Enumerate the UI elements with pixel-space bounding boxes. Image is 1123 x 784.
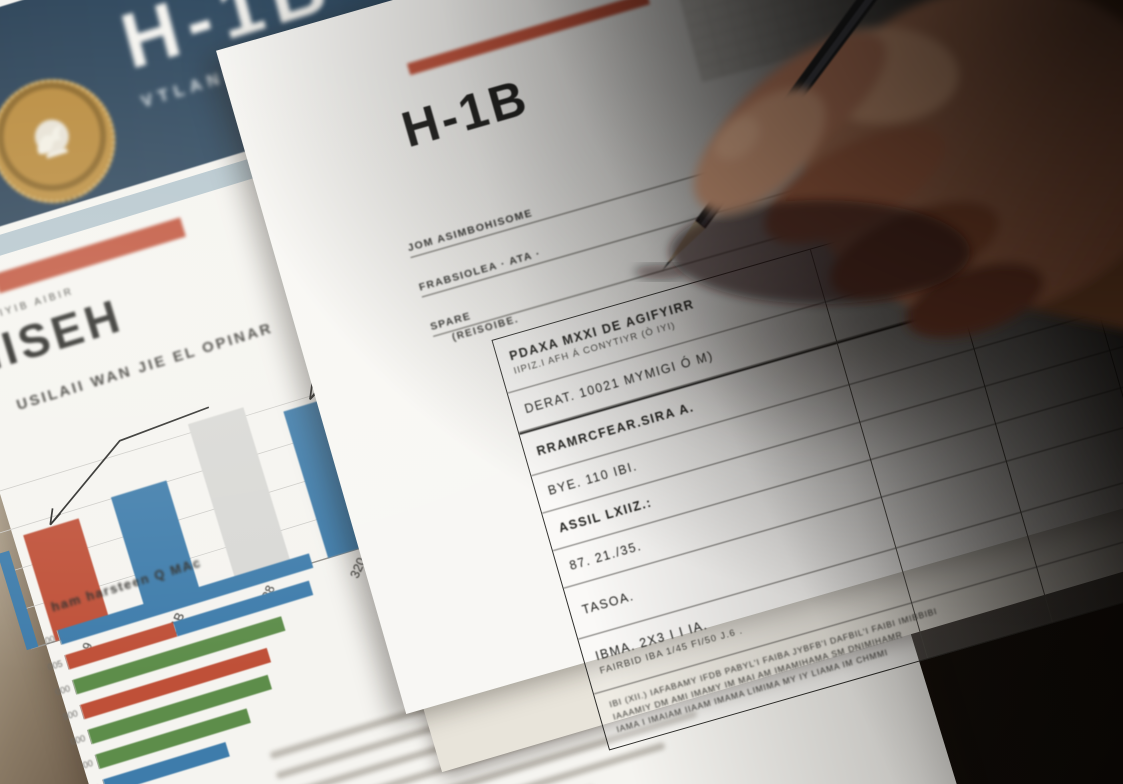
hand-holding-pen <box>634 0 1123 358</box>
hchart-tick-label: 00 <box>43 633 57 647</box>
finger-shadow <box>670 200 970 304</box>
hchart-tick-label: 900 <box>61 708 79 723</box>
hchart-tick-label: 005 <box>46 658 64 673</box>
form-title: H-1B <box>395 68 535 159</box>
eagle-icon <box>37 125 68 159</box>
hchart-tick-label: 00 <box>81 757 95 771</box>
hchart-tick-label: 000 <box>54 683 72 698</box>
hchart-tick-label: 000 <box>69 733 87 748</box>
eagle-seal-icon <box>0 63 131 219</box>
